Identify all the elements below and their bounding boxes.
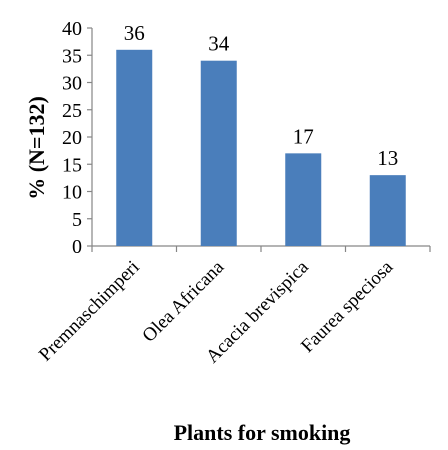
data-label: 17	[293, 124, 314, 148]
data-label: 13	[377, 146, 398, 170]
data-label: 36	[124, 21, 145, 45]
y-tick-label: 15	[62, 154, 82, 176]
x-axis-title: Plants for smoking	[174, 420, 351, 445]
category-label: Premnaschimperi	[35, 257, 144, 366]
bar	[200, 60, 237, 247]
data-labels: 36 34 17 13	[124, 21, 399, 170]
category-label: Olea Africana	[138, 256, 228, 346]
y-tick-label: 30	[62, 73, 82, 95]
data-label: 34	[208, 32, 230, 56]
y-tick-label: 0	[72, 236, 82, 258]
y-axis-title: % (N=132)	[24, 96, 49, 200]
y-axis: 0 5 10 15 20 25 30 35 40	[62, 18, 93, 258]
y-tick-label: 5	[72, 209, 82, 231]
bar	[369, 175, 406, 246]
y-tick-label: 40	[62, 18, 82, 40]
y-tick-label: 35	[62, 45, 82, 67]
y-tick-label: 20	[62, 127, 82, 149]
y-tick-label: 10	[62, 182, 82, 204]
bars	[116, 49, 406, 247]
bar	[285, 153, 322, 246]
x-axis	[91, 245, 431, 252]
bar	[116, 49, 153, 246]
y-tick-label: 25	[62, 100, 82, 122]
